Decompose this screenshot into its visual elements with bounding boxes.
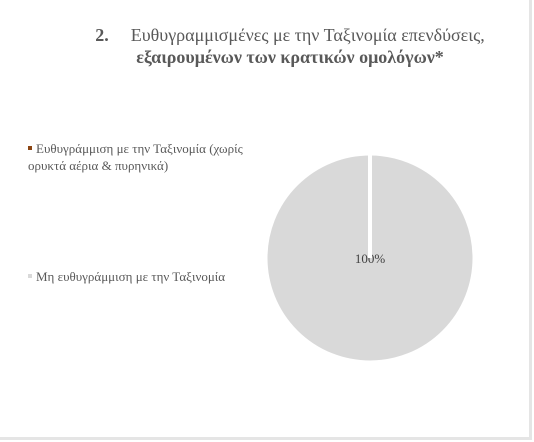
legend-label-aligned: Ευθυγράμμιση με την Ταξινομία (χωρίς ορυ… (28, 141, 243, 173)
legend-marker-not-aligned (28, 274, 32, 279)
legend-marker-aligned (28, 146, 32, 151)
legend-label-not-aligned: Μη ευθυγράμμιση με την Ταξινομία (36, 269, 226, 284)
data-label-1: 100% (355, 251, 386, 266)
title-number: 2. (95, 25, 109, 45)
title-bold-text: εξαιρουμένων των κρατικών ομολόγων* (136, 47, 444, 67)
title-text: Ευθυγραμμισμένες με την Ταξινομία επενδύ… (130, 25, 485, 45)
legend-item-not-aligned: Μη ευθυγράμμιση με την Ταξινομία (28, 268, 238, 285)
pie-chart: 100% (266, 154, 474, 362)
chart-title: 2. Ευθυγραμμισμένες με την Ταξινομία επεν… (80, 24, 500, 92)
legend-item-aligned: Ευθυγράμμιση με την Ταξινομία (χωρίς ορυ… (28, 140, 278, 174)
